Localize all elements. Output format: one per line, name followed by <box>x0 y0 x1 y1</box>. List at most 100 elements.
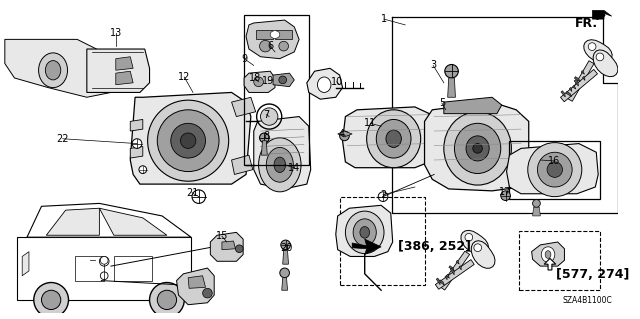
Polygon shape <box>131 146 143 158</box>
Polygon shape <box>307 68 342 99</box>
Text: 6: 6 <box>267 41 273 51</box>
Ellipse shape <box>538 152 572 187</box>
Text: 11: 11 <box>364 118 376 128</box>
Circle shape <box>100 256 108 264</box>
Text: 20: 20 <box>280 243 292 253</box>
Text: 1: 1 <box>381 14 387 24</box>
Polygon shape <box>232 97 256 116</box>
Polygon shape <box>5 39 120 97</box>
Circle shape <box>279 76 287 84</box>
Polygon shape <box>584 40 612 63</box>
Text: 21: 21 <box>186 188 198 198</box>
Ellipse shape <box>360 226 369 238</box>
Polygon shape <box>544 258 556 270</box>
Ellipse shape <box>346 211 384 254</box>
Polygon shape <box>439 280 445 285</box>
Text: 18: 18 <box>248 73 261 83</box>
Ellipse shape <box>274 157 285 173</box>
Ellipse shape <box>547 162 563 177</box>
Polygon shape <box>461 230 488 254</box>
Polygon shape <box>532 242 564 266</box>
Polygon shape <box>506 144 598 194</box>
Bar <box>76 256 104 281</box>
Polygon shape <box>232 155 253 174</box>
Circle shape <box>279 41 289 51</box>
Text: [386, 252]: [386, 252] <box>399 240 472 253</box>
Circle shape <box>203 288 212 298</box>
Ellipse shape <box>157 110 219 172</box>
Polygon shape <box>582 76 585 80</box>
Polygon shape <box>593 11 612 19</box>
Polygon shape <box>336 205 393 256</box>
Polygon shape <box>440 251 470 290</box>
Polygon shape <box>436 278 440 285</box>
Circle shape <box>280 268 289 278</box>
Polygon shape <box>424 102 529 191</box>
Text: 17: 17 <box>499 187 512 197</box>
Polygon shape <box>566 92 572 97</box>
Circle shape <box>340 131 349 141</box>
Ellipse shape <box>171 123 205 158</box>
Text: SZA4B1100C: SZA4B1100C <box>563 296 612 305</box>
Polygon shape <box>46 208 99 235</box>
Text: 19: 19 <box>262 76 275 86</box>
Ellipse shape <box>353 219 376 246</box>
Bar <box>114 256 152 281</box>
Polygon shape <box>87 49 150 93</box>
Bar <box>340 197 424 286</box>
Polygon shape <box>22 252 29 276</box>
Ellipse shape <box>473 144 483 153</box>
Ellipse shape <box>38 53 68 88</box>
Circle shape <box>157 290 177 309</box>
Ellipse shape <box>444 112 511 185</box>
Polygon shape <box>116 71 133 85</box>
Polygon shape <box>188 276 205 288</box>
Ellipse shape <box>148 100 228 181</box>
Ellipse shape <box>180 133 196 148</box>
Bar <box>509 141 600 198</box>
Circle shape <box>500 191 511 201</box>
Circle shape <box>150 283 184 317</box>
Polygon shape <box>561 70 598 102</box>
Circle shape <box>192 190 205 204</box>
Ellipse shape <box>259 138 301 192</box>
Circle shape <box>34 283 68 317</box>
Polygon shape <box>342 107 432 168</box>
Circle shape <box>100 272 108 280</box>
Polygon shape <box>573 85 576 89</box>
Text: 8: 8 <box>263 131 269 141</box>
Circle shape <box>42 290 61 309</box>
Polygon shape <box>561 91 565 97</box>
Polygon shape <box>253 116 310 189</box>
Text: FR.: FR. <box>575 17 598 30</box>
Polygon shape <box>352 239 381 255</box>
Polygon shape <box>131 119 143 131</box>
Text: 4: 4 <box>339 129 344 139</box>
Polygon shape <box>445 276 447 280</box>
Text: 16: 16 <box>548 156 560 166</box>
Bar <box>244 15 308 165</box>
Ellipse shape <box>45 61 61 80</box>
Ellipse shape <box>266 147 293 182</box>
Polygon shape <box>273 73 294 87</box>
Ellipse shape <box>528 143 582 197</box>
Polygon shape <box>283 250 289 264</box>
Text: 22: 22 <box>56 134 69 144</box>
Polygon shape <box>574 77 580 82</box>
Circle shape <box>260 108 278 125</box>
Ellipse shape <box>317 77 331 93</box>
Ellipse shape <box>454 123 500 174</box>
Polygon shape <box>27 204 191 237</box>
Polygon shape <box>471 241 495 268</box>
Ellipse shape <box>545 251 551 258</box>
Text: 3: 3 <box>430 60 436 70</box>
Bar <box>256 30 273 39</box>
Circle shape <box>445 64 458 78</box>
FancyArrowPatch shape <box>595 12 604 19</box>
Polygon shape <box>116 57 133 70</box>
Polygon shape <box>448 78 456 97</box>
Ellipse shape <box>541 247 555 262</box>
Polygon shape <box>282 278 287 290</box>
Circle shape <box>139 166 147 174</box>
Polygon shape <box>246 20 299 59</box>
